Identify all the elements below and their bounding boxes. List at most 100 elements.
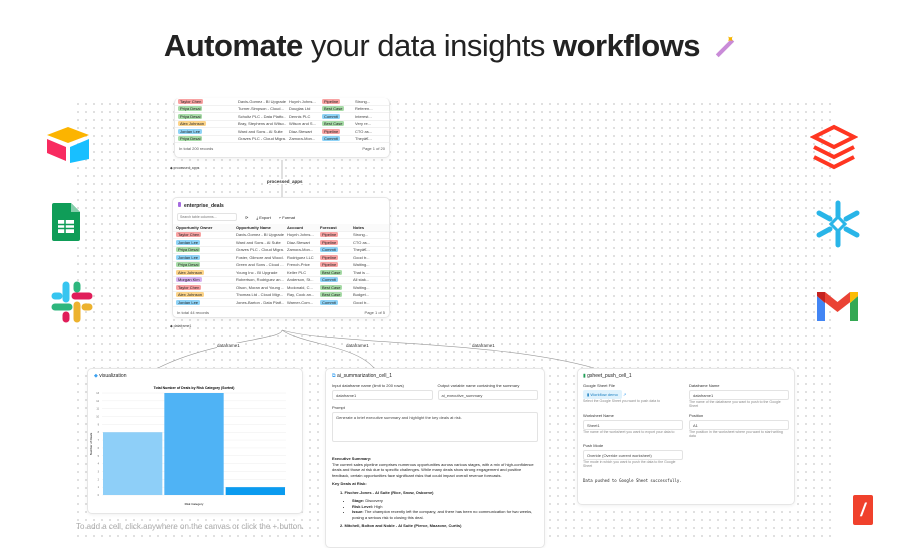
table-row[interactable]: Taylor Chen Davis-Gomez - BI Upgrade Huynh…	[173, 232, 389, 239]
table-cell: Olson, Moran and Young ...	[236, 284, 284, 290]
table-cell: Theyâ€...	[355, 136, 372, 142]
sheet-file-chip[interactable]: ▮ Workflow demo	[583, 390, 622, 399]
hero-bold-2: workflows	[552, 28, 701, 63]
table-row[interactable]: Taylor Chen Davis-Gomez - BI Upgrade Huynh…	[175, 98, 389, 106]
slack-logo	[51, 281, 93, 323]
gsheet-push-cell[interactable]: ▮ gsheet_push_cell_1 Google Sheet File ▮ …	[577, 368, 795, 505]
cell-title: gsheet_push_cell_1	[587, 373, 632, 379]
y-tick-label: 1	[98, 486, 100, 489]
table-row[interactable]: Jordan Lee Ward and Sons - AI Suite Diaz-S…	[175, 128, 389, 136]
file-label: Google Sheet File	[583, 383, 616, 388]
table-row[interactable]: Priya Desai Graves PLC - Cloud Migra... Za…	[175, 136, 389, 143]
output-variable-name: processed_apps	[173, 166, 200, 170]
tag: Jordan Lee	[176, 299, 201, 305]
help-text: The name of the worksheet you want to ex…	[583, 430, 675, 434]
help-text: The position in the worksheet where you …	[689, 430, 783, 438]
tag: Commit	[320, 277, 338, 283]
tag: Best Case	[322, 106, 345, 112]
tag: Pipeline	[320, 262, 339, 268]
cell-title: visualization	[99, 373, 127, 379]
tag: Best Case	[320, 284, 343, 290]
table-cell: Huynh Johns...	[289, 98, 316, 104]
tag: Commit	[322, 136, 340, 142]
hero-title: Automate your data insights workflows ✦	[0, 28, 900, 64]
table-row[interactable]: Priya Desai Graves PLC - Cloud Migra... Za…	[173, 247, 389, 254]
sheet-file-name: Workflow demo	[590, 392, 618, 397]
export-button[interactable]: ⤓ Export	[256, 214, 271, 220]
mode-label: Push Mode	[583, 443, 604, 448]
format-label: Format	[282, 214, 295, 220]
output-variable-chip[interactable]: ◆ processed_apps	[170, 166, 200, 170]
tag: Priya Desai	[178, 136, 203, 142]
output-variable-chip[interactable]: ◆ dataframe1	[170, 324, 192, 328]
y-tick-label: 12	[96, 400, 99, 403]
table-cell: CTO as...	[353, 239, 371, 245]
table-row[interactable]: Priya Desai Green and Sons - Cloud ... Fre…	[173, 262, 389, 269]
visualization-cell[interactable]: ◆ visualization 0 1 2 3 4 5 6 7 8 9 10 11 12 13 Total …	[87, 368, 303, 514]
table-cell: Very re...	[355, 121, 372, 127]
column-header[interactable]: Forecast	[320, 224, 337, 230]
table-cell: Ward and Sons - AI Suite	[238, 128, 283, 134]
table-row[interactable]: Taylor Chen Olson, Moran and Young ... Mcd…	[173, 284, 389, 292]
table-cell: Mcdonald, C...	[287, 284, 313, 290]
column-header[interactable]: Account	[287, 224, 303, 230]
hero-normal: your data insights	[302, 28, 553, 63]
deal-stage: Stage: Discovery	[352, 498, 538, 504]
tag: Jordan Lee	[178, 128, 203, 134]
external-link-icon[interactable]: ↗	[622, 392, 627, 397]
format-button[interactable]: ⌐ Format	[278, 214, 295, 220]
table-row[interactable]: Alex Johnson Young Inc - BI Upgrade Keller…	[173, 269, 389, 277]
input-dataframe-field[interactable]: dataframe1	[332, 390, 433, 400]
ai-summarization-cell[interactable]: ⧉ ai_summarization_cell_1 Input datafram…	[325, 368, 545, 548]
table-title: enterprise_deals	[184, 203, 224, 209]
risk-heading: Key Deals at Risk:	[332, 481, 367, 486]
tag: Priya Desai	[176, 247, 201, 253]
column-header[interactable]: Opportunity Owner	[176, 224, 213, 230]
tag: Commit	[320, 299, 338, 305]
table-cell: Young Inc - BI Upgrade	[236, 269, 278, 275]
table-cell: Diaz-Stewart	[287, 239, 310, 245]
edge-viz	[157, 329, 283, 369]
position-field[interactable]: A1	[689, 420, 789, 430]
table-cell: Davis-Gomez - BI Upgrade	[238, 98, 286, 104]
table-cell: Theyâ€...	[353, 247, 370, 253]
dataframe-field[interactable]: dataframe1	[689, 390, 789, 400]
table-row[interactable]: Alex Johnson Thomas Ltd - Cloud Migr... Ra…	[173, 292, 389, 299]
deal-item: 2. Mitchell, Bolton and Noble - AI Suite…	[340, 523, 462, 528]
deal-item: 1. Fischer-Jones - AI Suite (Rice, Snow,…	[340, 489, 434, 495]
table-header-row: Opportunity Owner Opportunity Name Account…	[173, 224, 389, 232]
table-cell: Turner-Simpson - Cloud...	[238, 106, 284, 112]
table-row[interactable]: Priya Desai Schultz PLC - Data Platfo... D…	[175, 113, 389, 121]
column-header[interactable]: Notes	[353, 224, 365, 230]
deal-issue: Issue: The champion recently left the co…	[352, 509, 538, 520]
table-cell: Rodriguez LLC	[287, 254, 314, 260]
table-cell: Waiting...	[353, 284, 370, 290]
record-count: In total 44 records	[177, 309, 210, 315]
search-columns-input[interactable]	[177, 213, 237, 221]
refresh-icon[interactable]: ⟳	[245, 214, 249, 220]
table-row[interactable]: Alex Johnson Bray, Stephens and Wilso... W…	[175, 121, 389, 128]
table-cell: Referen...	[355, 106, 373, 112]
tag: Pipeline	[320, 232, 339, 238]
table-cell: Diaz-Stewart	[289, 128, 312, 134]
push-mode-select[interactable]: Overide (Overide current worksheet)	[583, 450, 683, 460]
worksheet-field[interactable]: Sheet1	[583, 420, 683, 430]
table-row[interactable]: Jordan Lee Foster, Gilmore and Wood... Rod…	[173, 254, 389, 262]
table-row[interactable]: Morgan Kim Robertson, Rodriguez an... Ande…	[173, 277, 389, 284]
output-variable-field[interactable]: ai_executive_summary	[437, 390, 538, 400]
prompt-textarea[interactable]: Generate a brief executive summary and h…	[332, 412, 538, 442]
pagination[interactable]: Page 1 of 20	[362, 146, 385, 151]
workflow-canvas[interactable]: processed_apps dataframe1 dataframe1 dat…	[74, 98, 836, 548]
column-header[interactable]: Opportunity Name	[236, 224, 271, 230]
bar	[164, 393, 224, 495]
bar	[225, 487, 285, 495]
output-variable-name: dataframe1	[173, 324, 192, 328]
tag: Taylor Chen	[178, 98, 204, 104]
table-row[interactable]: Jordan Lee Jones-Barton - Data Platf... Wa…	[173, 299, 389, 307]
edge-label: dataframe1	[472, 343, 495, 348]
help-text: Select the Google Sheet you want to push…	[583, 399, 661, 403]
help-text: The mode in which you want to push the d…	[583, 460, 676, 468]
table-row[interactable]: Jordan Lee Ward and Sons - AI Suite Diaz-S…	[173, 239, 389, 247]
table-row[interactable]: Priya Desai Turner-Simpson - Cloud... Doug…	[175, 106, 389, 113]
pagination[interactable]: Page 1 of 5	[364, 309, 385, 315]
